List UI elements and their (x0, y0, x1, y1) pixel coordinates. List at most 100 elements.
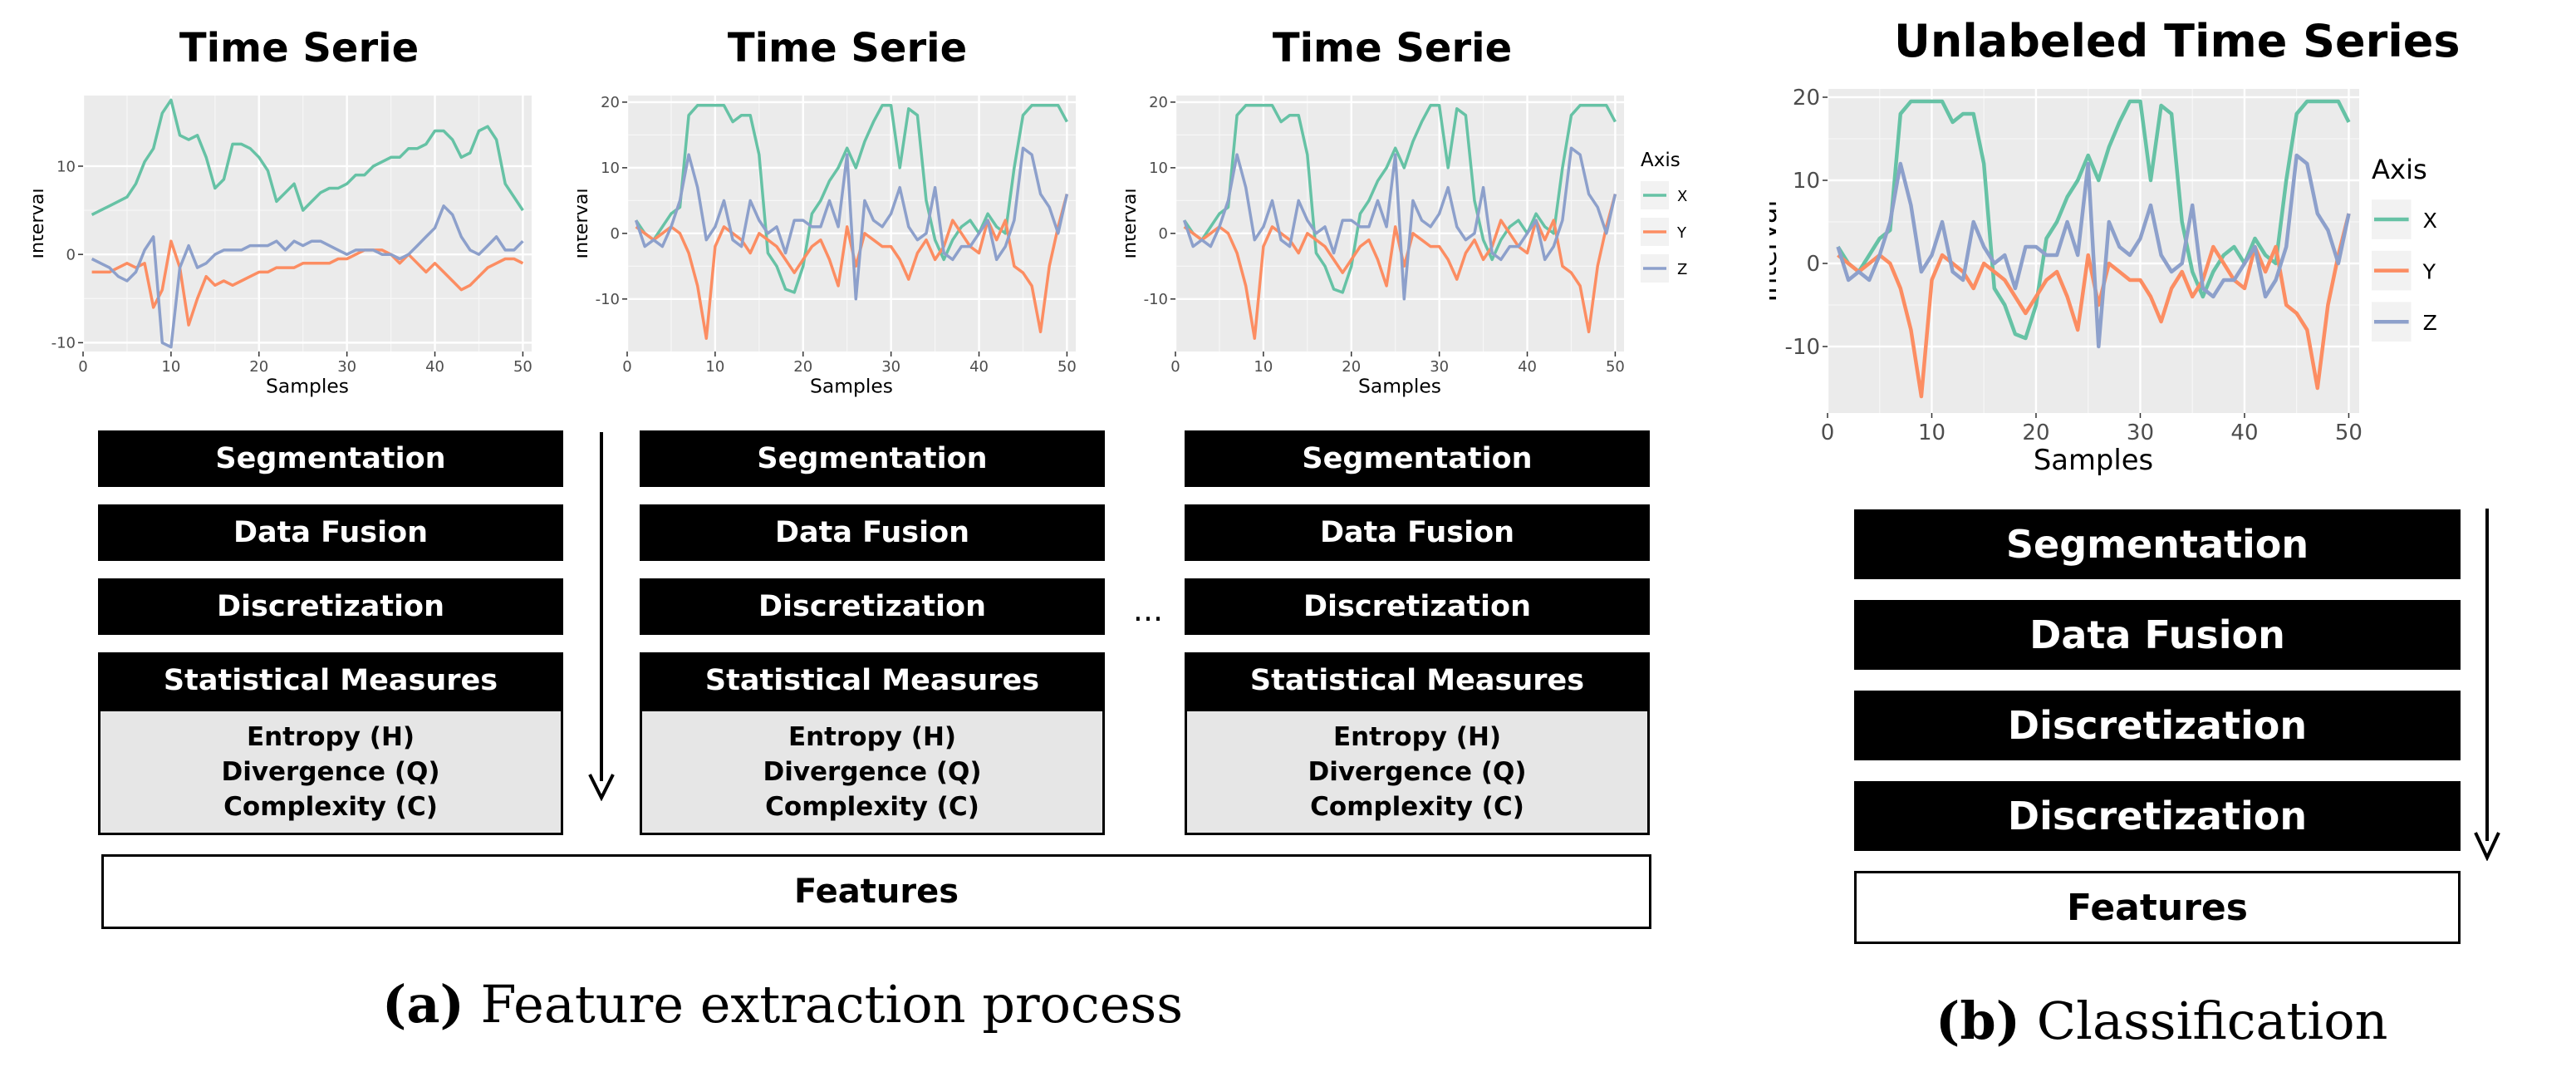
panel-a-flow-arrow-head (588, 774, 615, 801)
x-tick-label: 20 (1342, 358, 1361, 376)
x-tick-label: 50 (2335, 420, 2363, 445)
series-line-x (1183, 104, 1617, 294)
col2-measures-box: Entropy (H) Divergence (Q) Complexity (C… (640, 709, 1105, 835)
series-line-z (1182, 146, 1617, 301)
col2-entropy-label: Entropy (H) (788, 722, 957, 752)
col1-entropy-label: Entropy (H) (246, 722, 415, 752)
y-tick-label: 10 (601, 160, 620, 177)
y-tick-label: 0 (66, 246, 76, 263)
panel-b-data-fusion-box: Data Fusion (1854, 600, 2461, 670)
col2-discretization-box: Discretization (640, 578, 1105, 635)
time-series-chart-3: 0 10 20 30 40 50-1001020SamplesIntervalAxisXY… (1126, 94, 1687, 397)
panel-b-discretization-box: Discretization (1854, 691, 2461, 760)
x-axis-label: Samples (1358, 374, 1441, 397)
y-tick-label: -10 (1785, 335, 1820, 360)
x-tick-label: 0 (78, 358, 87, 376)
legend-label-y: Y (1676, 224, 1687, 242)
col3-discretization-box: Discretization (1185, 578, 1650, 635)
x-tick-label: 10 (705, 358, 724, 376)
col2-title: Time Serie (727, 25, 968, 71)
col1-title: Time Serie (179, 25, 420, 71)
col3-segmentation-box: Segmentation (1185, 430, 1650, 487)
x-axis-label: Samples (2034, 444, 2153, 476)
series-line-y (91, 239, 524, 327)
legend-label-z: Z (1677, 261, 1687, 278)
panel-b-caption-label: (b) (1936, 991, 2021, 1051)
y-tick-label: 0 (611, 225, 620, 243)
x-tick-label: 20 (249, 358, 268, 376)
y-tick-label: 20 (601, 94, 620, 111)
plot-panel (83, 96, 532, 352)
x-tick-label: 10 (1918, 420, 1945, 445)
series-line-x (1836, 99, 2351, 341)
col1-statistical-measures-box: Statistical Measures (98, 652, 563, 709)
y-axis-label: Interval (33, 188, 48, 258)
legend-title: Axis (1641, 150, 1681, 171)
legend-label-y: Y (2422, 259, 2436, 283)
x-tick-label: 40 (1518, 358, 1537, 376)
x-tick-label: 0 (1821, 420, 1835, 445)
col1-data-fusion-box: Data Fusion (98, 504, 563, 561)
panel-a-features-box: Features (101, 854, 1651, 929)
legend-label-x: X (2423, 209, 2437, 233)
col3-statistical-measures-box: Statistical Measures (1185, 652, 1650, 709)
col2-divergence-label: Divergence (Q) (763, 757, 982, 787)
y-axis-label: Interval (577, 188, 592, 258)
x-tick-label: 40 (2230, 420, 2258, 445)
x-tick-label: 20 (2022, 420, 2049, 445)
col2-segmentation-box: Segmentation (640, 430, 1105, 487)
x-tick-label: 30 (881, 358, 900, 376)
col3-entropy-label: Entropy (H) (1332, 722, 1502, 752)
panel-b-caption: (b) Classification (1936, 991, 2387, 1051)
col3-complexity-label: Complexity (C) (1310, 792, 1524, 822)
y-axis-label: Interval (1126, 188, 1141, 258)
col1-divergence-label: Divergence (Q) (221, 757, 440, 787)
legend-label-x: X (1677, 188, 1687, 205)
x-tick-label: 20 (793, 358, 812, 376)
y-tick-label: 10 (1149, 160, 1168, 177)
panel-a-caption-label: (a) (382, 974, 464, 1035)
y-tick-label: 20 (1793, 86, 1820, 111)
y-tick-label: 0 (1806, 252, 1820, 277)
col1-segmentation-box: Segmentation (98, 430, 563, 487)
panel-b-flow-arrow-head (2474, 832, 2500, 861)
x-tick-label: 40 (425, 358, 444, 376)
x-tick-label: 10 (1254, 358, 1273, 376)
col3-measures-box: Entropy (H) Divergence (Q) Complexity (C… (1185, 709, 1650, 835)
legend-label-z: Z (2423, 311, 2437, 335)
col2-data-fusion-box: Data Fusion (640, 504, 1105, 561)
x-tick-label: 30 (2127, 420, 2154, 445)
series-line-z (1836, 153, 2351, 349)
x-axis-label: Samples (266, 374, 349, 397)
unlabeled-time-series-chart: 0 10 20 30 40 50-1001020SamplesIntervalAxisXY… (1769, 86, 2437, 476)
x-tick-label: 0 (1170, 358, 1180, 376)
panel-a-flow-arrow-line (600, 432, 603, 781)
panel-a-caption-text: Feature extraction process (464, 974, 1184, 1035)
x-tick-label: 50 (1057, 358, 1077, 376)
col1-discretization-box: Discretization (98, 578, 563, 635)
series-line-x (91, 98, 524, 216)
y-axis-label: Interval (1769, 200, 1783, 302)
y-tick-label: -10 (1144, 291, 1168, 308)
y-tick-label: 20 (1149, 94, 1168, 111)
ellipsis-more-series: ... (1132, 592, 1164, 628)
y-tick-label: 10 (56, 158, 76, 175)
col1-complexity-label: Complexity (C) (223, 792, 438, 822)
series-line-z (91, 204, 524, 349)
y-tick-label: 0 (1159, 225, 1168, 243)
col1-measures-box: Entropy (H) Divergence (Q) Complexity (C… (98, 709, 563, 835)
col2-statistical-measures-box: Statistical Measures (640, 652, 1105, 709)
panel-b-discretization-box-2: Discretization (1854, 781, 2461, 851)
x-tick-label: 50 (513, 358, 532, 376)
series-line-x (635, 104, 1068, 294)
panel-b-flow-arrow-line (2485, 509, 2489, 841)
x-tick-label: 10 (161, 358, 180, 376)
x-axis-label: Samples (810, 374, 893, 397)
col2-complexity-label: Complexity (C) (765, 792, 979, 822)
x-tick-label: 30 (1430, 358, 1449, 376)
x-tick-label: 0 (622, 358, 631, 376)
col3-divergence-label: Divergence (Q) (1308, 757, 1527, 787)
col3-title: Time Serie (1272, 25, 1513, 71)
